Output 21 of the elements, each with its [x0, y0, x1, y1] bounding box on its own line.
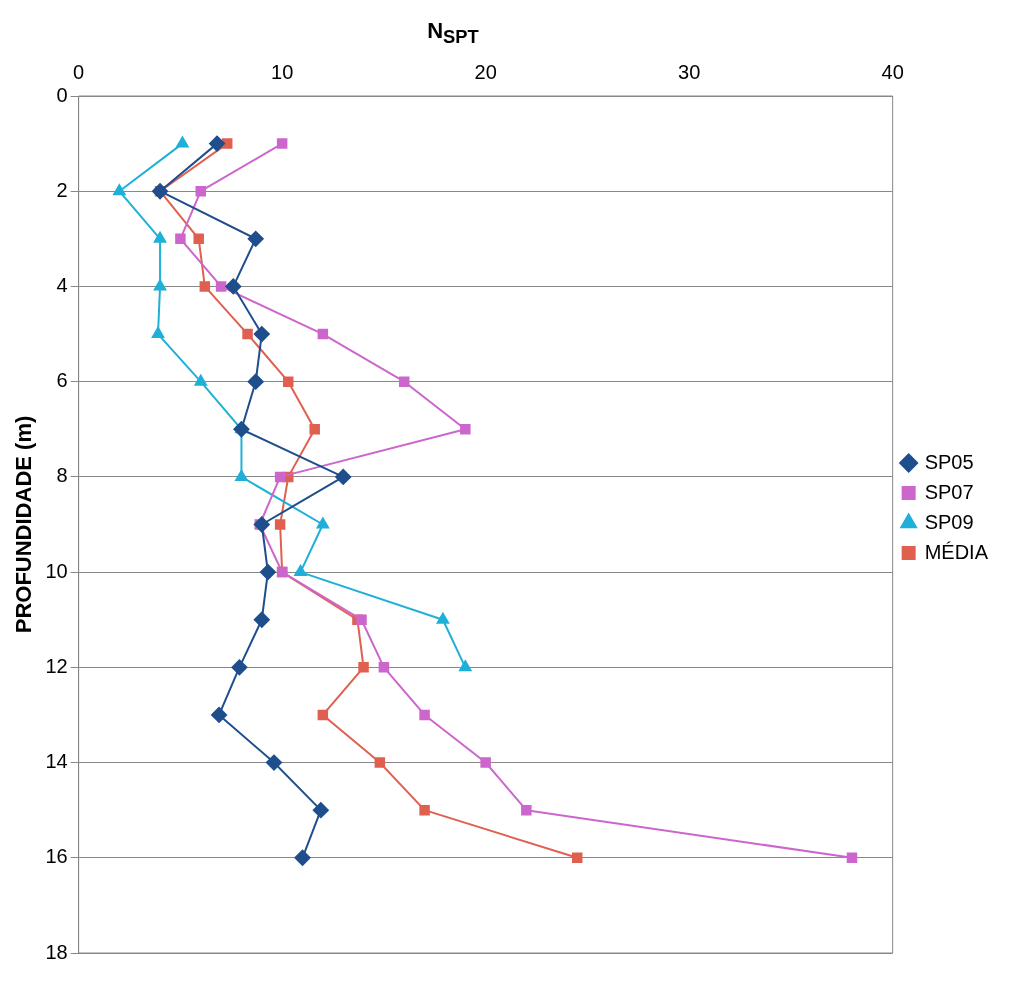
y-tick-label: 10 — [45, 560, 68, 583]
y-tick-label: 18 — [45, 940, 68, 963]
y-tick-label: 0 — [56, 83, 68, 106]
y-tick-label: 16 — [45, 845, 68, 868]
y-tick-label: 8 — [56, 464, 68, 487]
legend-label: SP09 — [924, 510, 974, 533]
y-tick-label: 6 — [56, 369, 68, 392]
y-tick-label: 2 — [56, 179, 68, 202]
x-tick-label: 40 — [881, 60, 904, 83]
x-tick-label: 0 — [73, 60, 85, 83]
x-axis-title: N$_{SPT}$ — [426, 17, 480, 49]
legend-label: SP07 — [924, 480, 974, 503]
x-tick-label: 10 — [271, 60, 294, 83]
x-tick-label: 20 — [474, 60, 497, 83]
legend-label: SP05 — [924, 450, 974, 473]
legend-label: MÉDIA — [924, 540, 989, 563]
y-axis-title: PROFUNDIDADE (m) — [11, 416, 37, 634]
y-tick-label: 12 — [45, 655, 68, 678]
y-tick-label: 14 — [45, 750, 68, 773]
x-tick-label: 30 — [678, 60, 701, 83]
y-tick-label: 4 — [56, 274, 68, 297]
